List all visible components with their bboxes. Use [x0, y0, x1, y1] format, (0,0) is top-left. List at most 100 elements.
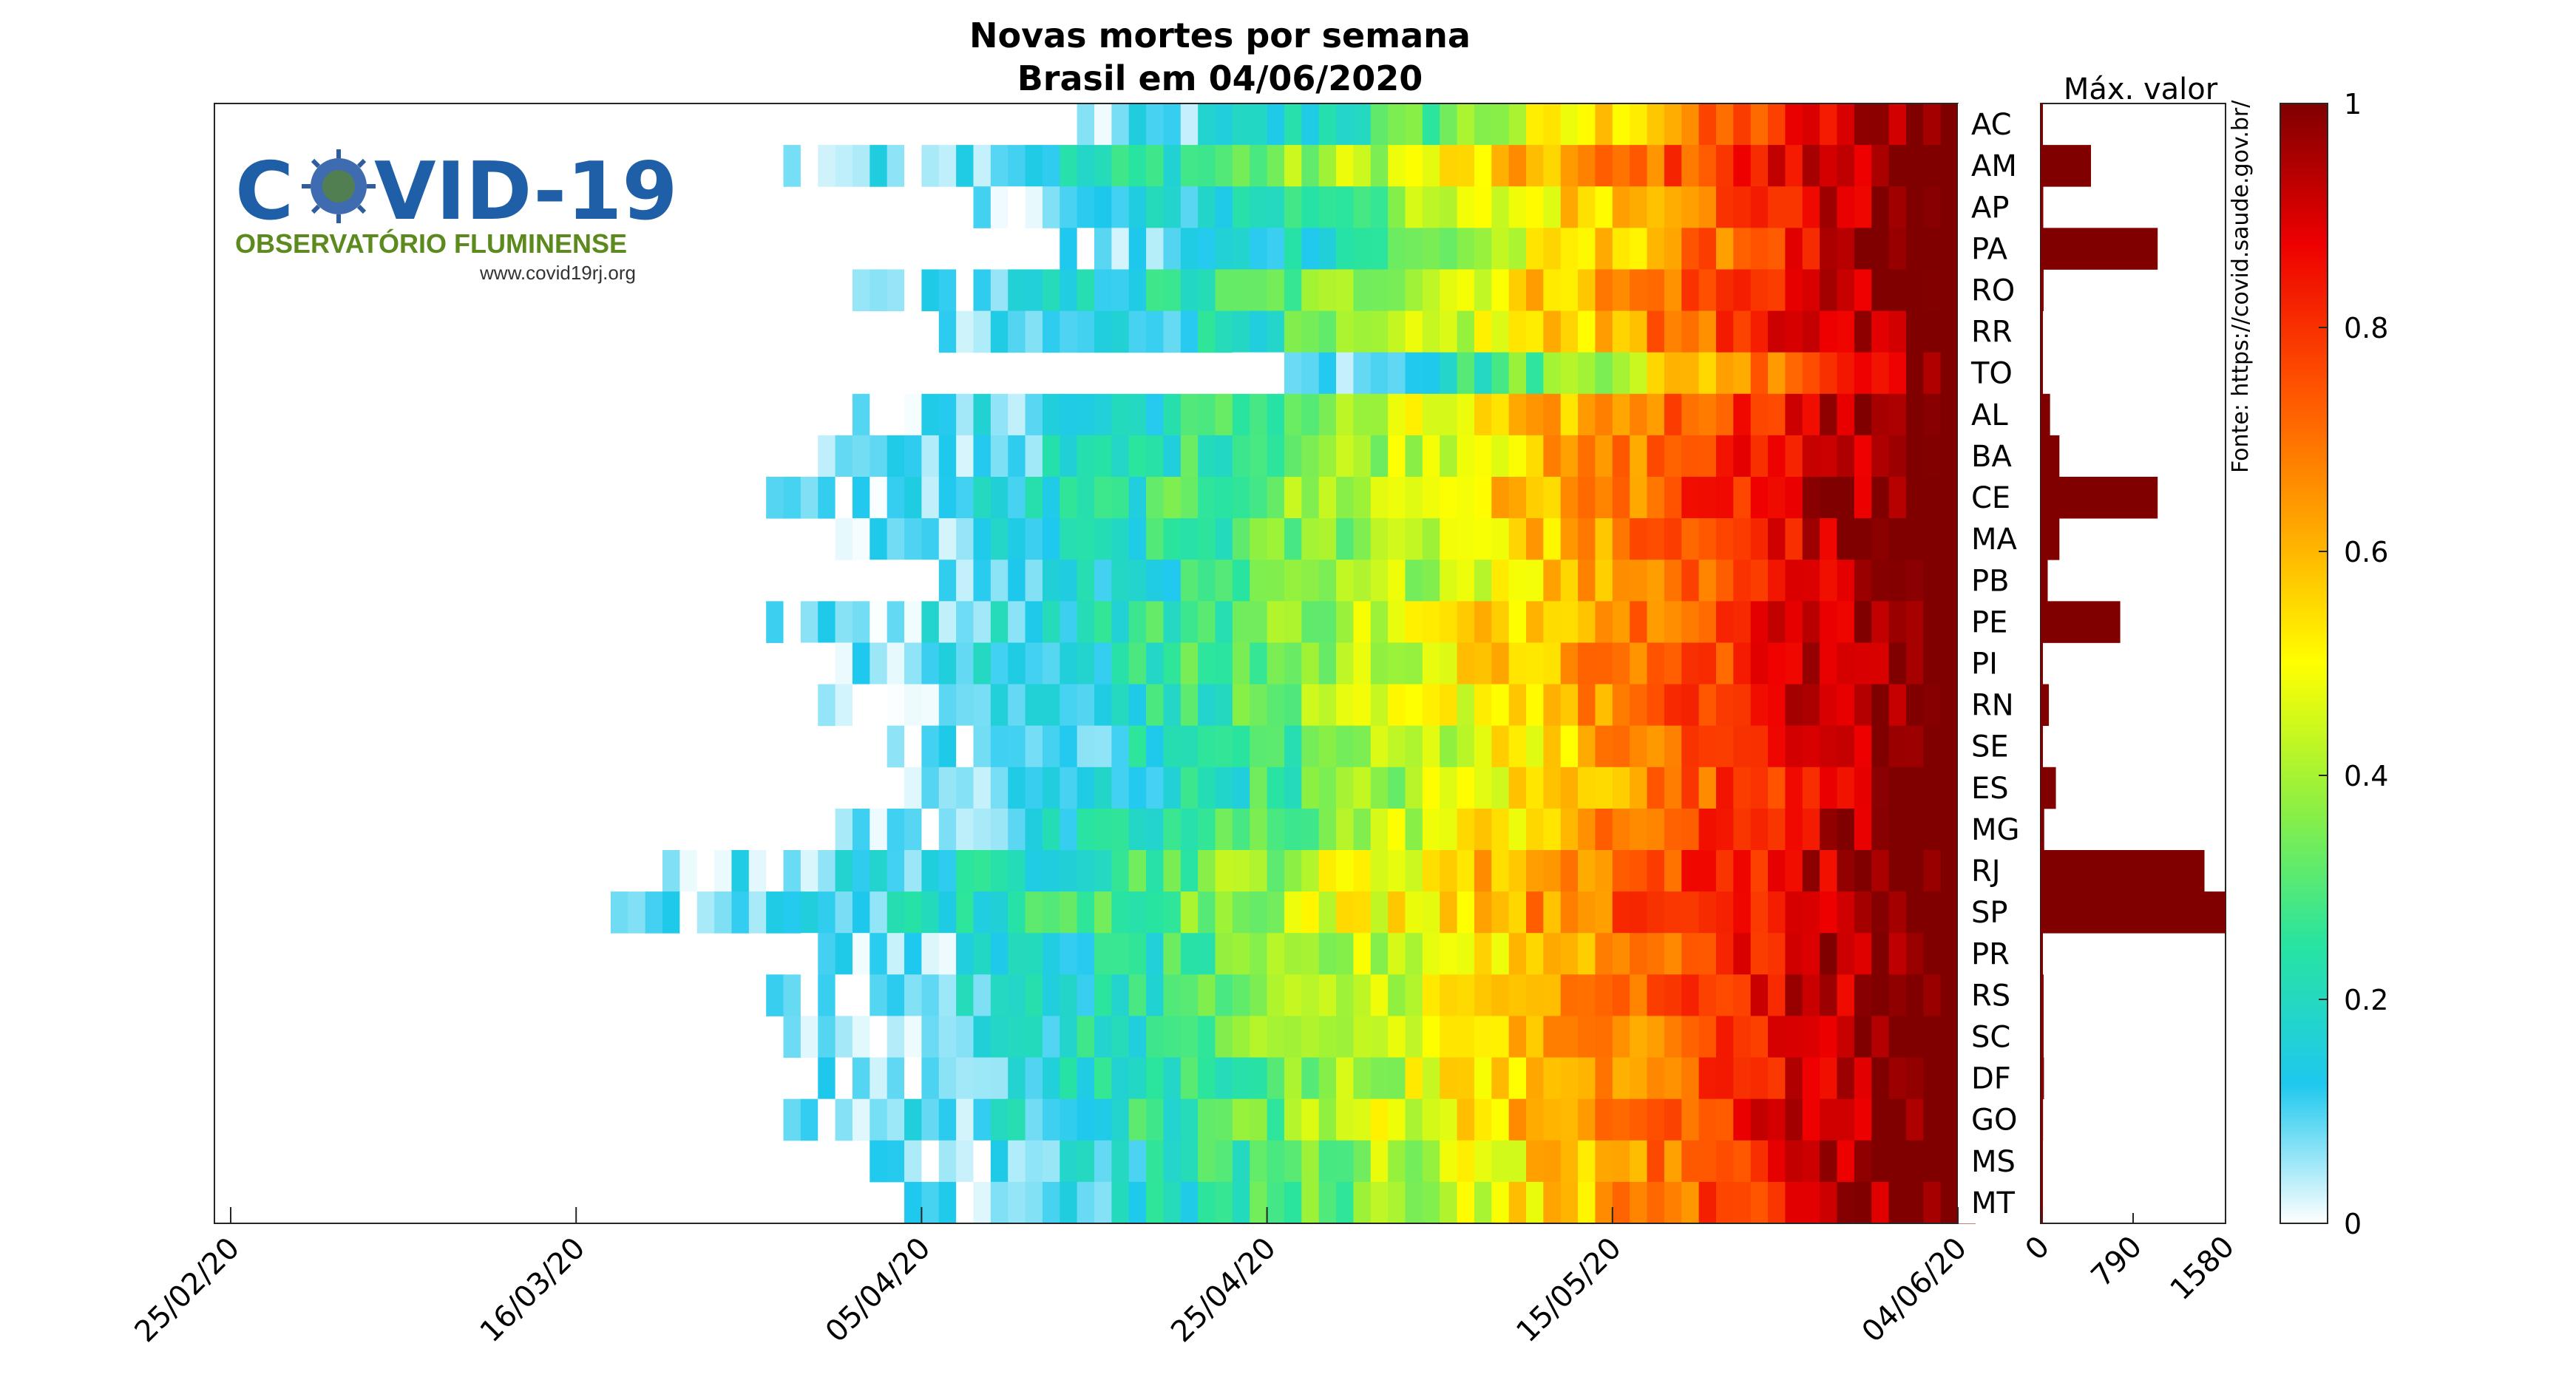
heatmap-cell [1802, 560, 1820, 602]
heatmap-cell [1094, 850, 1112, 892]
heatmap-cell [1008, 145, 1026, 187]
heatmap-cell [921, 560, 940, 602]
heatmap-cell [1250, 435, 1268, 478]
heatmap-cell [1318, 1181, 1337, 1224]
heatmap-cell [1232, 310, 1250, 353]
heatmap-cell [1146, 850, 1165, 892]
heatmap-cell [1250, 477, 1268, 519]
heatmap-cell [1250, 352, 1268, 395]
heatmap-cell [1422, 725, 1440, 768]
heatmap-cell [887, 933, 905, 975]
heatmap-cell [1042, 725, 1060, 768]
heatmap-cell [1750, 642, 1769, 685]
heatmap-cell [1457, 269, 1475, 312]
heatmap-cell [852, 974, 870, 1016]
colorbar [2280, 103, 2328, 1224]
heatmap-cell [1820, 891, 1838, 934]
heatmap-cell [1508, 435, 1527, 478]
heatmap-cell [1940, 269, 1959, 312]
heatmap-cell [904, 601, 922, 643]
heatmap-cell [1025, 642, 1043, 685]
heatmap-cell [1768, 228, 1786, 270]
heatmap-cell [887, 1057, 905, 1100]
heatmap-cell [1077, 974, 1095, 1016]
heatmap-cell [1042, 684, 1060, 727]
heatmap-cell [990, 933, 1009, 975]
heatmap-cell [1664, 186, 1682, 228]
heatmap-cell [1388, 1181, 1406, 1224]
heatmap-cell [1336, 642, 1354, 685]
heatmap-cell [956, 1140, 975, 1183]
heatmap-cell [1820, 103, 1838, 146]
bar-chart-frame [2040, 103, 2226, 1224]
heatmap-cell [956, 310, 975, 353]
heatmap-cell [835, 684, 853, 727]
heatmap-cell [1422, 1098, 1440, 1141]
heatmap-cell [904, 808, 922, 851]
heatmap-cell [800, 933, 818, 975]
heatmap-cell [1163, 933, 1182, 975]
heatmap-cell [1905, 933, 1924, 975]
heatmap-cell [818, 1057, 836, 1100]
heatmap-cell [1060, 1098, 1078, 1141]
heatmap-cell [1180, 560, 1199, 602]
heatmap-cell [1923, 684, 1942, 727]
heatmap-cell [852, 518, 870, 560]
heatmap-cell [1180, 1057, 1199, 1100]
heatmap-cell [1715, 477, 1734, 519]
heatmap-cell [887, 642, 905, 685]
heatmap-cell [1180, 1098, 1199, 1141]
heatmap-cell [1595, 435, 1613, 478]
heatmap-cell [1422, 642, 1440, 685]
heatmap-cell [1543, 684, 1562, 727]
heatmap-cell [973, 642, 992, 685]
heatmap-cell [1388, 1140, 1406, 1183]
heatmap-cell [1905, 850, 1924, 892]
heatmap-cell [1060, 228, 1078, 270]
heatmap-cell [1612, 601, 1630, 643]
heatmap-cell [1543, 186, 1562, 228]
heatmap-cell [1578, 1016, 1596, 1059]
heatmap-cell [1923, 1181, 1942, 1224]
heatmap-cell [1491, 269, 1510, 312]
heatmap-cell [1353, 974, 1372, 1016]
heatmap-cell [1733, 145, 1752, 187]
heatmap-cell [1647, 435, 1665, 478]
heatmap-cell [938, 601, 957, 643]
heatmap-cell [1267, 933, 1285, 975]
heatmap-cell [938, 393, 957, 436]
heatmap-cell [1180, 310, 1199, 353]
heatmap-cell [921, 1140, 940, 1183]
heatmap-cell [1094, 601, 1112, 643]
heatmap-cell [1578, 933, 1596, 975]
heatmap-cell [1785, 186, 1803, 228]
heatmap-cell [1560, 393, 1579, 436]
heatmap-cell [1267, 891, 1285, 934]
heatmap-cell [1750, 933, 1769, 975]
heatmap-cell [973, 269, 992, 312]
heatmap-cell [1681, 269, 1700, 312]
heatmap-cell [1336, 891, 1354, 934]
heatmap-cell [1353, 601, 1372, 643]
state-label: RS [1971, 979, 2010, 1013]
heatmap-cell [1802, 518, 1820, 560]
heatmap-cell [1422, 1057, 1440, 1100]
heatmap-cell [1681, 1140, 1700, 1183]
heatmap-cell [1750, 1016, 1769, 1059]
heatmap-cell [1077, 808, 1095, 851]
heatmap-cell [1405, 601, 1423, 643]
heatmap-cell [1681, 1016, 1700, 1059]
heatmap-cell [1405, 145, 1423, 187]
heatmap-cell [1871, 310, 1890, 353]
heatmap-cell [1837, 352, 1855, 395]
heatmap-cell [1560, 352, 1579, 395]
heatmap-cell [1128, 1016, 1147, 1059]
heatmap-cell [1042, 933, 1060, 975]
heatmap-cell [1180, 974, 1199, 1016]
heatmap-cell [1768, 850, 1786, 892]
max-value-bar [2041, 269, 2044, 311]
heatmap-cell [818, 435, 836, 478]
heatmap-cell [990, 145, 1009, 187]
heatmap-cell [1457, 684, 1475, 727]
heatmap-cell [904, 269, 922, 312]
